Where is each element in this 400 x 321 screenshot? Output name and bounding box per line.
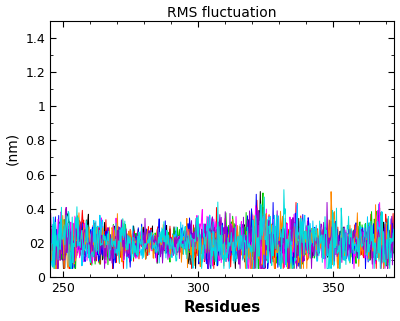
Y-axis label: (nm): (nm) [6, 132, 20, 165]
X-axis label: Residues: Residues [184, 300, 261, 316]
Title: RMS fluctuation: RMS fluctuation [168, 5, 277, 20]
